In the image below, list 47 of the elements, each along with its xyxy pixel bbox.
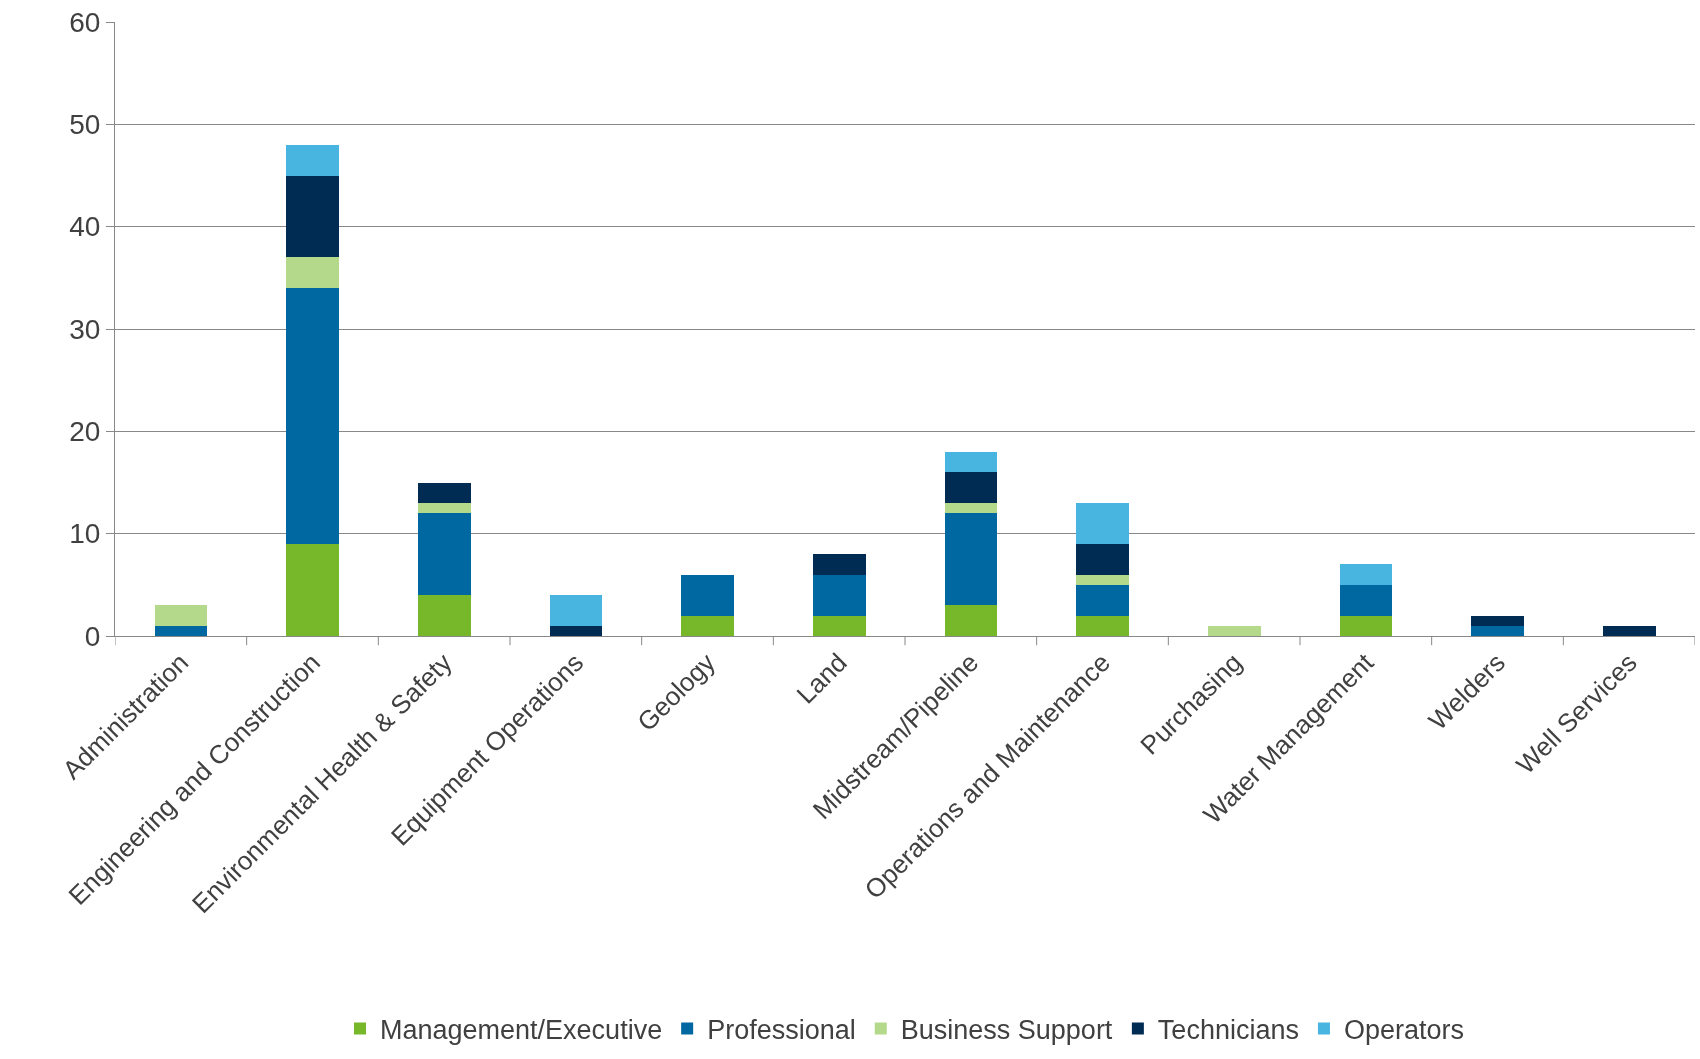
bar [944, 513, 998, 606]
bar [549, 595, 603, 626]
bar [944, 502, 998, 514]
legend-label: Management/Executive [380, 1014, 663, 1045]
bar [417, 595, 471, 636]
bar [1471, 625, 1524, 636]
bar [812, 574, 866, 616]
y-tick-label: 20 [69, 416, 101, 448]
bar [549, 625, 603, 636]
legend-label: Professional [707, 1014, 856, 1045]
legend-label: Technicians [1157, 1014, 1299, 1045]
legend-label: Business Support [900, 1014, 1113, 1045]
bar [417, 502, 471, 514]
bar [286, 175, 339, 258]
bar [417, 482, 471, 503]
y-tick-label: 50 [69, 109, 101, 141]
bar [1076, 502, 1129, 544]
bar [812, 615, 866, 636]
y-tick-label: 30 [69, 313, 101, 345]
bar [286, 144, 339, 176]
bar [944, 472, 998, 503]
bar [681, 615, 734, 636]
bar [154, 625, 208, 636]
bar [1339, 615, 1393, 636]
y-tick-label: 0 [84, 620, 101, 652]
bar [812, 554, 866, 575]
bar [1076, 615, 1129, 636]
bar [1602, 625, 1656, 636]
bar [286, 543, 339, 636]
bar [1339, 564, 1393, 585]
y-tick-label: 10 [69, 518, 101, 550]
bar [1076, 543, 1129, 575]
bar [286, 288, 339, 544]
bar [154, 605, 208, 626]
bar [944, 605, 998, 636]
bar [286, 257, 339, 289]
bar [1076, 584, 1129, 616]
legend-label: Operators [1343, 1014, 1465, 1045]
bar [417, 513, 471, 596]
bar [1471, 615, 1524, 626]
bar [1339, 584, 1393, 616]
y-tick-label: 60 [69, 6, 101, 38]
bar [1076, 574, 1129, 585]
y-tick-label: 40 [69, 211, 101, 243]
bar [681, 574, 734, 616]
bar [944, 451, 998, 473]
bar [1207, 625, 1261, 636]
